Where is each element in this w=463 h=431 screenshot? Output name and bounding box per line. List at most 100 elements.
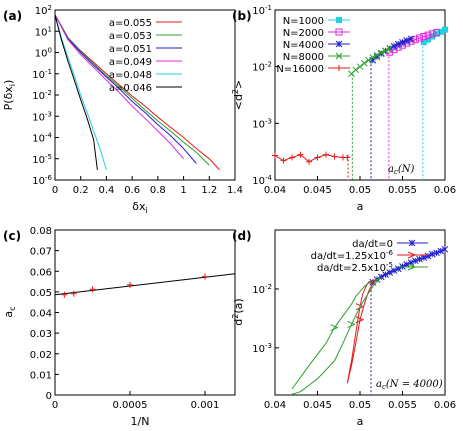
- panel-d-series-point: [441, 245, 449, 253]
- panel-d-xtick-label: 0.04: [264, 400, 286, 411]
- panel-b-series-point: [428, 30, 436, 38]
- panel-d-series-point: [403, 261, 411, 268]
- panel-d-direction-arrow: [330, 324, 339, 332]
- panel-c-xlabel: 1/N: [131, 415, 150, 428]
- panel-a-ytick-label: 100: [35, 47, 52, 60]
- panel-d-series-point: [382, 271, 389, 278]
- panel-b-xlabel: a: [357, 200, 364, 213]
- panel-b-series-point: [306, 158, 312, 165]
- panel-d-series-point: [428, 250, 436, 258]
- panel-b-ytick-label: 10-2: [252, 61, 272, 74]
- panel-b-legend-marker: [335, 28, 343, 36]
- panel-b-series-point: [314, 154, 321, 161]
- panel-d-ytick-label: 10-2: [252, 283, 272, 296]
- panel-a-ytick-label: 10-1: [32, 68, 52, 81]
- panel-d-xtick-label: 0.055: [388, 400, 417, 411]
- panel-c-ytick-label: 0: [46, 391, 52, 402]
- panel-b-legend-marker: [335, 40, 343, 48]
- panel-b-series-point: [425, 36, 431, 43]
- panel-b-series-point: [373, 51, 381, 59]
- panel-b-ytick-label: 10-3: [252, 117, 272, 130]
- panel-c: (c) 0 0.0005 0.001 0 0.01 0.02 0.03 0.04 0.05 0.0…: [2, 226, 236, 428]
- panel-d-legend-marker: [407, 251, 417, 259]
- panel-a-ytick-label: 102: [35, 4, 52, 17]
- panel-a-xtick-label: 0: [52, 185, 58, 196]
- panel-a-xlabel: δxi: [132, 200, 147, 215]
- panel-d-legend-label: da/dt=0: [352, 239, 393, 250]
- panel-a-ytick-label: 10-3: [32, 110, 52, 123]
- panel-b-series-point: [297, 151, 304, 158]
- panel-a-series-line: [54, 14, 220, 171]
- panel-d-ylabel: d2(a): [231, 298, 245, 325]
- panel-a-xtick-label: 1: [180, 185, 186, 196]
- panel-a-legend-label: a=0.046: [109, 83, 152, 94]
- panel-c-ytick-label: 0.05: [30, 288, 52, 299]
- panel-a-xtick-label: 1.2: [201, 185, 217, 196]
- panel-b-ylabel: <d2>: [231, 80, 245, 111]
- panel-c-data-point: [70, 290, 77, 297]
- panel-d-xtick-label: 0.045: [303, 400, 332, 411]
- panel-d-series-point: [390, 267, 398, 274]
- panel-d-series-point: [416, 255, 423, 263]
- panel-b-legend-label: N=4000: [283, 40, 324, 51]
- panel-b: (b) 0.04 0.045 0.05 0.055 0.0610-410-310-210…: [231, 4, 456, 213]
- panel-c-ytick-label: 0.01: [30, 370, 52, 381]
- panel-b-series-point: [416, 34, 423, 42]
- panel-b-series-point: [382, 47, 389, 55]
- panel-b-series-point: [390, 42, 398, 50]
- panel-b-ytick-label: 10-1: [252, 4, 272, 17]
- panel-b-series-point: [365, 56, 372, 64]
- panel-b-series-point: [442, 26, 448, 33]
- panel-b-series-point: [377, 49, 385, 57]
- panel-c-xtick-label: 0: [52, 400, 58, 411]
- panel-d-series-point: [437, 247, 445, 255]
- panel-a-series-line: [54, 14, 107, 171]
- panel-a-xtick-label: 1.4: [227, 185, 243, 196]
- panel-a-legend-label: a=0.051: [109, 44, 152, 55]
- panel-c-tag: (c): [3, 229, 21, 243]
- panel-b-series-point: [420, 33, 428, 41]
- panel-b-series-point: [394, 40, 402, 48]
- panel-a-ylabel: P(δxi): [2, 80, 17, 111]
- panel-b-xtick-label: 0.04: [264, 185, 286, 196]
- panel-b-series-point: [369, 54, 377, 61]
- panel-c-xtick-label: 0.0005: [113, 400, 148, 411]
- panel-b-legend-label: N=2000: [283, 28, 324, 39]
- panel-b-legend-label: N=16000: [276, 64, 324, 75]
- panel-c-ytick-label: 0.06: [30, 267, 52, 278]
- panel-d-legend-marker: [407, 263, 417, 271]
- panel-a-xtick-label: 0.4: [98, 185, 114, 196]
- panel-a-ytick-label: 10-5: [32, 153, 52, 166]
- panel-b-series-point: [433, 30, 440, 37]
- panel-c-ylabel: ac: [2, 306, 17, 317]
- panel-c-ytick-label: 0.07: [30, 247, 52, 258]
- panel-b-legend-label: N=8000: [283, 52, 324, 63]
- panel-d-series-point: [433, 249, 440, 257]
- panel-b-series-point: [407, 35, 415, 43]
- panel-b-series-point: [280, 157, 287, 164]
- panel-d-direction-arrow: [347, 320, 356, 328]
- panel-d-xtick-label: 0.05: [349, 400, 371, 411]
- panel-d-series-point: [420, 254, 428, 261]
- panel-b-series-point: [433, 29, 440, 37]
- panel-a-xtick-label: 0.2: [73, 185, 89, 196]
- panel-b-legend-marker: [335, 52, 343, 60]
- panel-a-series-line: [54, 14, 210, 166]
- panel-d-legend-label: da/dt=1.25x10-6: [311, 249, 394, 262]
- panel-d-tag: (d): [232, 229, 252, 243]
- panel-b-xtick-label: 0.055: [388, 185, 417, 196]
- panel-b-xtick-label: 0.045: [303, 185, 332, 196]
- panel-b-series-point: [424, 31, 432, 39]
- panel-b-series-line: [274, 154, 348, 163]
- panel-c-ytick-label: 0.08: [30, 226, 52, 237]
- panel-b-tag: (b): [232, 9, 252, 23]
- panel-a-ytick-label: 101: [35, 25, 52, 38]
- panel-a-series-line: [54, 14, 184, 160]
- panel-d-xtick-label: 0.06: [434, 400, 456, 411]
- panel-b-legend-marker: [336, 65, 342, 71]
- panel-b-annotation: ac(N): [388, 164, 415, 176]
- panel-a-ytick-label: 10-6: [32, 174, 52, 187]
- panel-b-legend-label: N=1000: [283, 16, 324, 27]
- panel-b-series-point: [403, 37, 411, 44]
